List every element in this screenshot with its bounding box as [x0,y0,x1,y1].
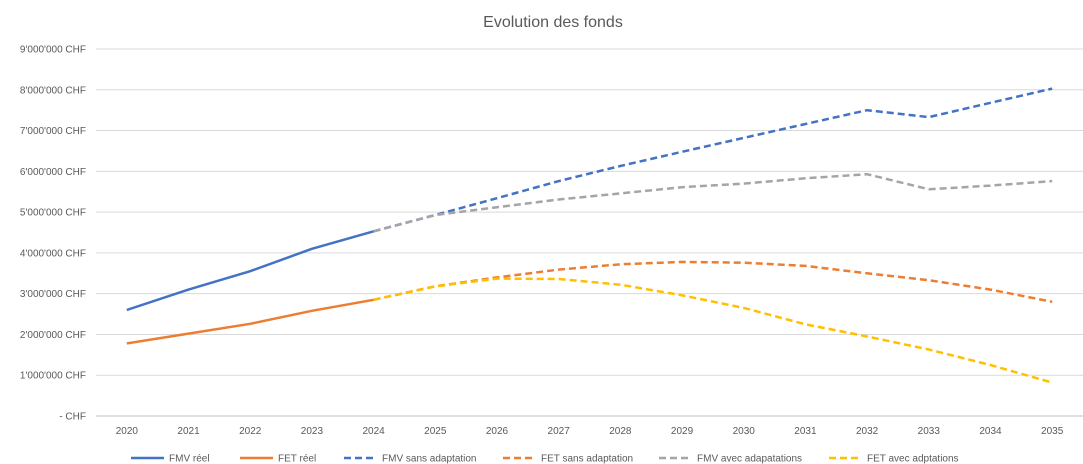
x-tick-label: 2029 [671,426,694,437]
y-tick-label: 9'000'000 CHF [20,45,86,56]
y-tick-label: 5'000'000 CHF [20,208,86,219]
y-axis: - CHF 1'000'000 CHF 2'000'000 CHF 3'000'000… [20,45,86,423]
x-tick-label: 2025 [424,426,447,437]
legend-label: FMV sans adaptation [382,454,477,464]
legend-label: FET avec adptations [867,454,959,464]
y-tick-label: - CHF [59,412,86,423]
y-tick-label: 7'000'000 CHF [20,126,86,137]
x-tick-label: 2033 [918,426,941,437]
y-tick-label: 6'000'000 CHF [20,167,86,178]
chart-title: Evolution des fonds [483,14,623,31]
legend-label: FET sans adaptation [541,454,633,464]
legend-label: FMV réel [169,454,210,464]
y-tick-label: 2'000'000 CHF [20,330,86,341]
legend-label: FMV avec adapatations [697,454,802,464]
x-tick-label: 2022 [239,426,262,437]
x-tick-label: 2021 [177,426,200,437]
series-line-1 [126,230,374,312]
series-line-5 [373,172,1053,233]
series-line-2 [126,298,374,345]
gridlines [96,48,1083,417]
x-tick-label: 2020 [116,426,139,437]
x-tick-label: 2034 [979,426,1002,437]
series-lines [126,87,1053,384]
y-tick-label: 3'000'000 CHF [20,289,86,300]
x-tick-label: 2023 [301,426,324,437]
x-tick-label: 2026 [486,426,509,437]
x-tick-label: 2035 [1041,426,1064,437]
series-line-6 [373,277,1053,384]
x-tick-label: 2028 [609,426,632,437]
x-axis: 2020 2021 2022 2023 2024 2025 2026 2027 2028 2029… [116,426,1064,437]
x-tick-label: 2030 [733,426,756,437]
x-tick-label: 2031 [794,426,817,437]
x-tick-label: 2032 [856,426,879,437]
x-tick-label: 2027 [548,426,571,437]
x-tick-label: 2024 [362,426,385,437]
y-tick-label: 4'000'000 CHF [20,248,86,259]
y-tick-label: 8'000'000 CHF [20,85,86,96]
legend: FMV réel FET réel FMV sans adaptation FET s… [131,454,959,464]
legend-label: FET réel [278,454,316,464]
y-tick-label: 1'000'000 CHF [20,371,86,382]
